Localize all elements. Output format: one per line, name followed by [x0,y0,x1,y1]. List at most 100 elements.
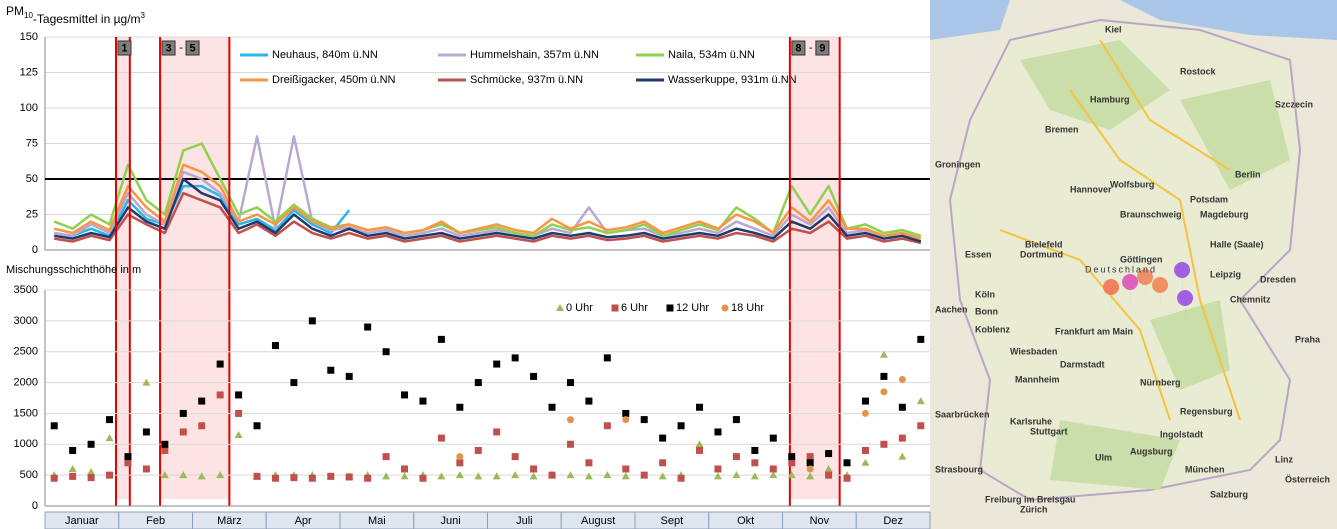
legend-label: Schmücke, 937m ü.NN [470,74,583,86]
point [456,453,463,460]
point [733,453,740,460]
point [180,410,187,417]
point [567,441,574,448]
city-label: Bielefeld [1025,239,1063,249]
point [383,348,390,355]
city-label: Göttingen [1120,254,1163,264]
event-label: 5 [189,42,195,54]
point [69,447,76,454]
legend-label: Wasserkuppe, 931m ü.NN [668,74,797,86]
point [217,361,224,368]
city-label: Berlin [1235,169,1261,179]
point [254,473,261,480]
city-label: Rostock [1180,66,1217,76]
point [161,447,168,454]
point [696,447,703,454]
event-label: 1 [121,42,127,54]
point [106,472,113,479]
legend-marker [667,305,674,312]
point [217,391,224,398]
point [567,416,574,423]
point [862,410,869,417]
x-tick-label: Nov [810,515,830,527]
point [880,373,887,380]
point [124,453,131,460]
title-part: PM [6,4,24,18]
point [364,324,371,331]
legend-label: Dreißigacker, 450m ü.NN [272,74,396,86]
point [438,336,445,343]
point [622,410,629,417]
city-label: Wolfsburg [1110,179,1154,189]
city-label: Groningen [935,159,981,169]
x-tick-label: Juni [441,515,461,527]
city-label: Regensburg [1180,406,1233,416]
y-tick-label: 100 [20,102,38,114]
point [585,398,592,405]
y-tick-label: 1000 [14,438,38,450]
city-label: Köln [975,289,995,299]
point [493,361,500,368]
point [714,428,721,435]
point [272,475,279,482]
title-part: -Tagesmittel in µg/m [33,12,141,26]
point [309,317,316,324]
point [254,422,261,429]
point [235,391,242,398]
point [807,453,814,460]
point [678,475,685,482]
point [844,459,851,466]
event-shade [160,37,229,499]
city-label: Dresden [1260,274,1296,284]
legend-label: 6 Uhr [621,302,648,314]
point [733,416,740,423]
city-label: Linz [1275,454,1293,464]
point [770,435,777,442]
city-label: Ingolstadt [1160,429,1203,439]
city-label: Augsburg [1130,446,1173,456]
point [862,447,869,454]
city-label: Hamburg [1090,94,1130,104]
x-tick-label: Juli [516,515,533,527]
point [751,447,758,454]
city-label: Mannheim [1015,374,1060,384]
point [751,459,758,466]
point [825,450,832,457]
point [512,453,519,460]
city-label: München [1185,464,1225,474]
city-label: Essen [965,249,992,259]
point [438,435,445,442]
event-label: 8 [795,42,801,54]
point [401,465,408,472]
point [641,472,648,479]
x-tick-label: Dez [883,515,903,527]
city-label: Darmstadt [1060,359,1105,369]
point [880,441,887,448]
point [807,465,814,472]
city-label: Bremen [1045,124,1079,134]
point [825,472,832,479]
legend-label: Neuhaus, 840m ü.NN [272,49,378,61]
city-label: Zürich [1020,504,1048,514]
point [475,379,482,386]
city-label: Braunschweig [1120,209,1182,219]
point [788,453,795,460]
point [770,465,777,472]
point [696,404,703,411]
point [512,354,519,361]
map: DeutschlandKielRostockHamburgBremenSzcze… [930,0,1337,529]
point [235,410,242,417]
point [69,473,76,480]
event-label: - [809,42,813,54]
point [290,474,297,481]
city-label: Bonn [975,306,998,316]
point [401,391,408,398]
point [659,435,666,442]
y-tick-label: 150 [20,31,38,43]
y-tick-label: 75 [26,137,38,149]
event-label: - [179,42,183,54]
y-tick-label: 3500 [14,284,38,296]
point [51,422,58,429]
x-tick-label: Feb [146,515,165,527]
city-label: Dortmund [1020,249,1063,259]
